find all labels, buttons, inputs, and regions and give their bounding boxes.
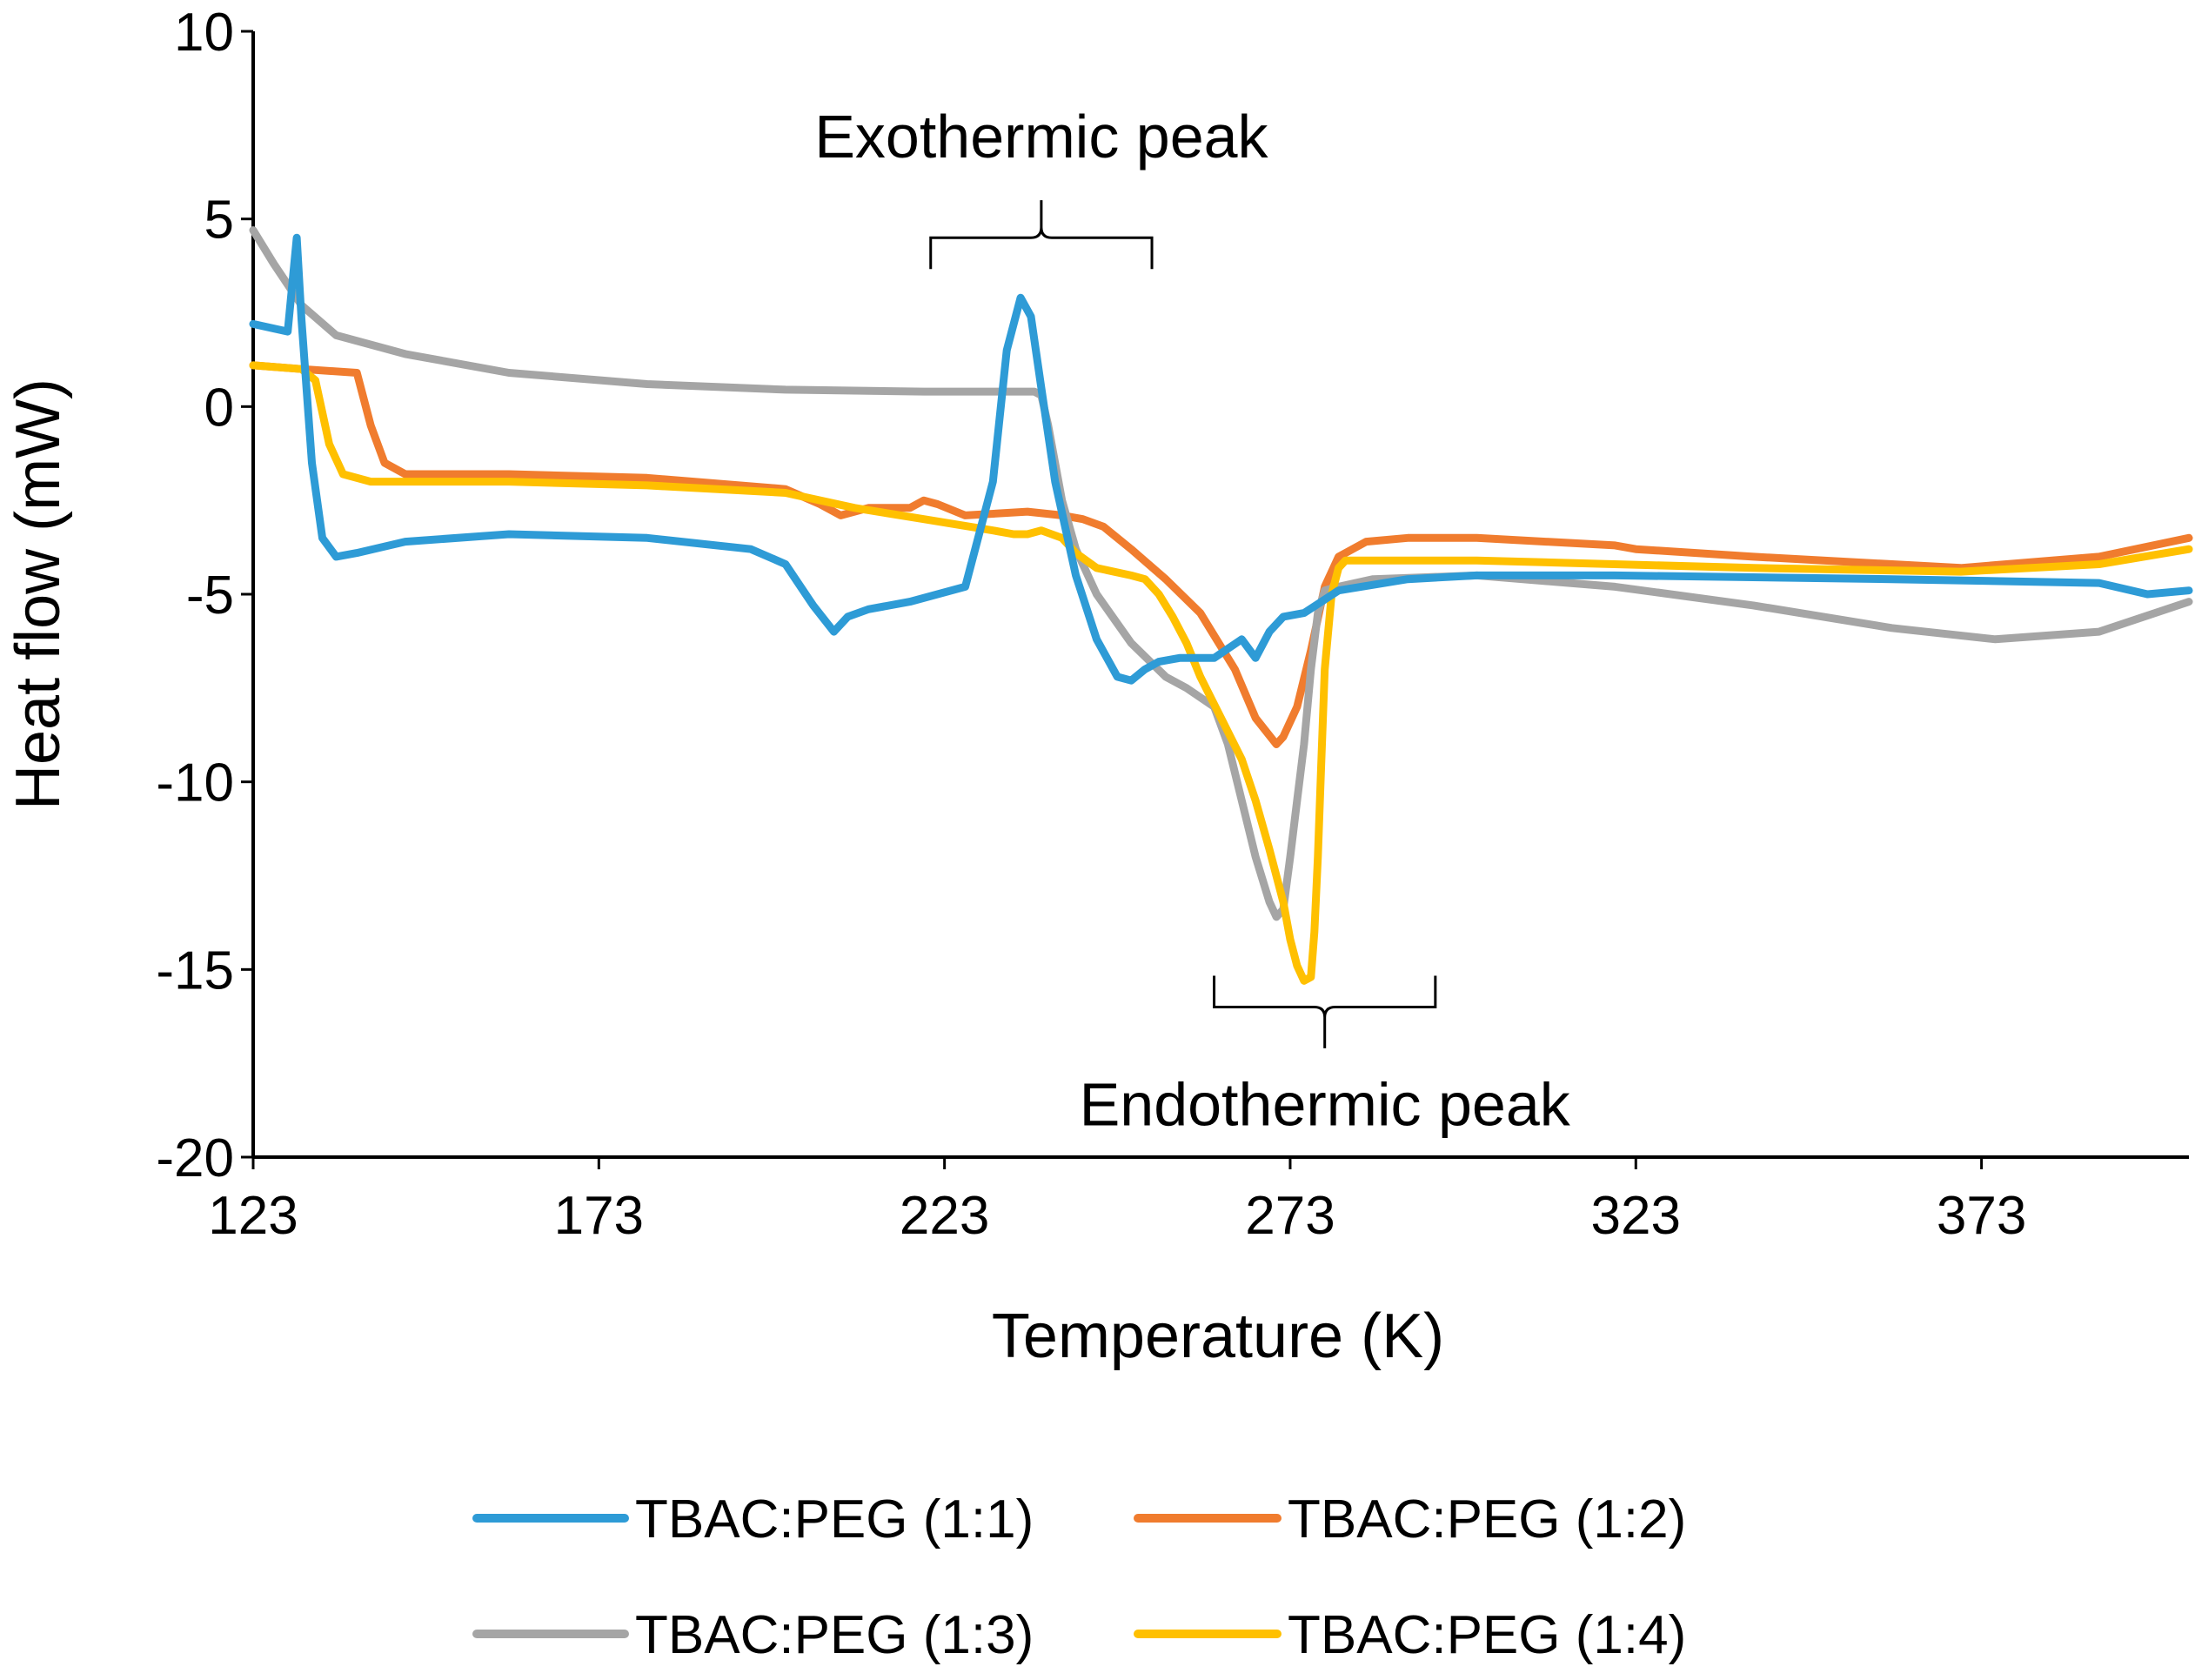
annotation-bracket — [1213, 975, 1437, 1048]
x-tick-label: 173 — [554, 1186, 644, 1246]
legend: TBAC:PEG (1:1) TBAC:PEG (1:2) TBAC:PEG (… — [472, 1489, 1686, 1665]
annotation-label: Exothermic peak — [814, 103, 1268, 171]
legend-item: TBAC:PEG (1:3) — [472, 1605, 1034, 1665]
series-line-2 — [249, 361, 2193, 748]
series-layer — [249, 226, 2193, 985]
series-line-1 — [249, 233, 2193, 685]
legend-label: TBAC:PEG (1:2) — [1288, 1489, 1686, 1549]
legend-label: TBAC:PEG (1:4) — [1288, 1605, 1686, 1665]
legend-label: TBAC:PEG (1:1) — [635, 1489, 1034, 1549]
x-tick-label: 323 — [1591, 1186, 1681, 1246]
legend-item: TBAC:PEG (1:2) — [1134, 1489, 1686, 1549]
legend-label: TBAC:PEG (1:3) — [635, 1605, 1034, 1665]
y-tick-label: 5 — [204, 191, 234, 251]
annotation-label: Endothermic peak — [1080, 1071, 1571, 1139]
series-line-4 — [249, 361, 2193, 985]
x-tick-label: 373 — [1937, 1186, 2026, 1246]
annotation-bracket — [929, 200, 1154, 270]
y-axis-ticks: 10 5 0 -5 -10 -15 -20 — [156, 3, 253, 1188]
y-tick-label: -10 — [156, 753, 234, 813]
annotations: Exothermic peak Endothermic peak — [814, 103, 1571, 1139]
y-axis-title: Heat flow (mW) — [3, 378, 73, 810]
x-axis-title: Temperature (K) — [992, 1302, 1444, 1371]
y-tick-label: 10 — [174, 3, 234, 63]
x-tick-label: 273 — [1245, 1186, 1335, 1246]
legend-item: TBAC:PEG (1:1) — [472, 1489, 1034, 1549]
x-tick-label: 223 — [900, 1186, 989, 1246]
y-tick-label: -15 — [156, 940, 234, 1001]
y-tick-label: -5 — [186, 566, 234, 626]
legend-item: TBAC:PEG (1:4) — [1134, 1605, 1686, 1665]
x-tick-label: 123 — [208, 1186, 298, 1246]
y-tick-label: 0 — [204, 378, 234, 438]
x-axis-ticks: 123 173 223 273 323 373 — [208, 1157, 2026, 1246]
y-tick-label: -20 — [156, 1128, 234, 1188]
